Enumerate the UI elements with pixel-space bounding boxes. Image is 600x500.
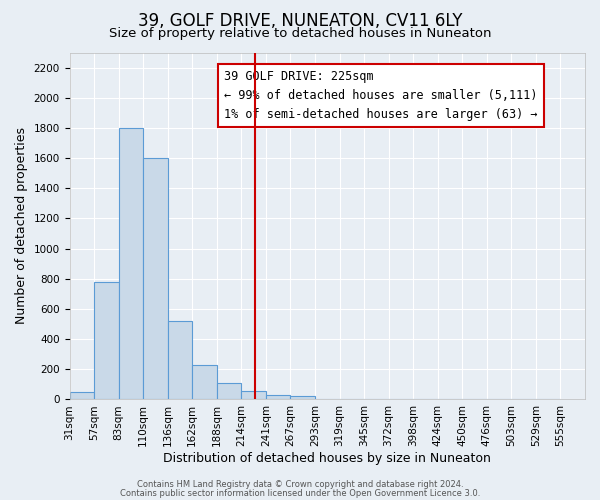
Bar bbox=[192, 365, 217, 400]
Text: Contains HM Land Registry data © Crown copyright and database right 2024.: Contains HM Land Registry data © Crown c… bbox=[137, 480, 463, 489]
Bar bbox=[143, 158, 168, 400]
Bar bbox=[168, 321, 192, 400]
Y-axis label: Number of detached properties: Number of detached properties bbox=[15, 128, 28, 324]
Bar bbox=[119, 128, 143, 400]
Bar bbox=[70, 392, 94, 400]
X-axis label: Distribution of detached houses by size in Nuneaton: Distribution of detached houses by size … bbox=[163, 452, 491, 465]
Bar bbox=[217, 383, 241, 400]
Bar bbox=[290, 396, 315, 400]
Text: 39, GOLF DRIVE, NUNEATON, CV11 6LY: 39, GOLF DRIVE, NUNEATON, CV11 6LY bbox=[138, 12, 462, 30]
Bar bbox=[266, 395, 290, 400]
Bar bbox=[241, 391, 266, 400]
Bar bbox=[94, 282, 119, 400]
Text: 39 GOLF DRIVE: 225sqm
← 99% of detached houses are smaller (5,111)
1% of semi-de: 39 GOLF DRIVE: 225sqm ← 99% of detached … bbox=[224, 70, 538, 121]
Text: Contains public sector information licensed under the Open Government Licence 3.: Contains public sector information licen… bbox=[120, 488, 480, 498]
Text: Size of property relative to detached houses in Nuneaton: Size of property relative to detached ho… bbox=[109, 28, 491, 40]
